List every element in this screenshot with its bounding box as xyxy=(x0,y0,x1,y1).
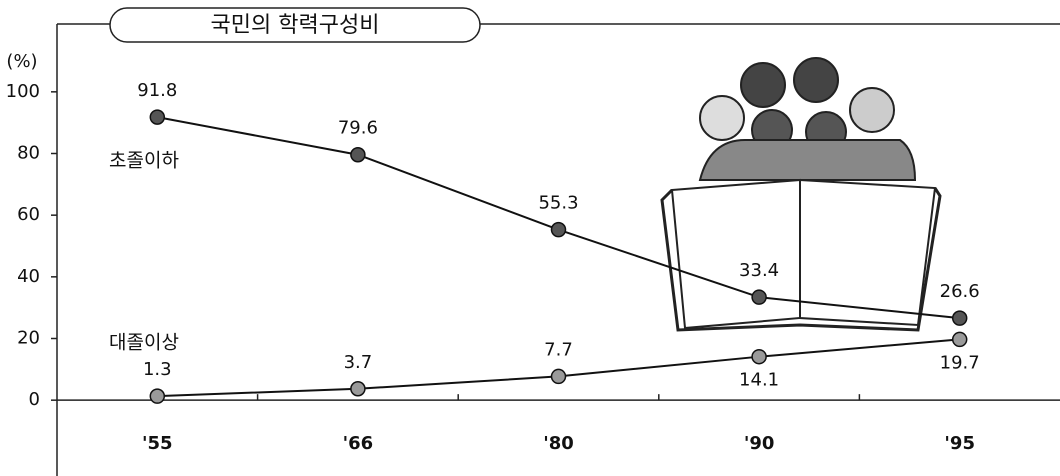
point xyxy=(350,146,366,163)
series-label: 대졸이상 xyxy=(109,332,179,354)
x-tick-label: '95 xyxy=(944,433,975,454)
point xyxy=(751,289,767,305)
title-box xyxy=(109,7,481,43)
y-tick-label: 20 xyxy=(17,328,40,349)
point xyxy=(751,348,767,365)
y-tick-label: 0 xyxy=(29,389,40,410)
point xyxy=(951,310,968,326)
illustration xyxy=(660,57,942,332)
series-label: 초졸이하 xyxy=(109,150,179,172)
point xyxy=(149,109,166,125)
value-label: 26.6 xyxy=(940,281,980,302)
value-label: 33.4 xyxy=(739,260,779,281)
value-label: 79.6 xyxy=(338,118,378,139)
x-tick-label: '66 xyxy=(343,433,374,454)
y-tick-label: 40 xyxy=(17,266,40,287)
value-label: 91.8 xyxy=(137,80,177,101)
point xyxy=(149,388,166,404)
y-axis-label: (%) xyxy=(6,51,37,72)
value-label: 3.7 xyxy=(344,352,373,373)
x-tick-label: '80 xyxy=(543,433,574,454)
value-label: 14.1 xyxy=(739,370,779,391)
value-label: 7.7 xyxy=(544,339,573,360)
point xyxy=(350,381,366,397)
value-label: 55.3 xyxy=(538,193,578,214)
point xyxy=(550,368,567,385)
y-tick-label: 60 xyxy=(17,204,40,225)
point xyxy=(550,221,567,238)
value-label: 19.7 xyxy=(940,352,980,373)
y-tick-label: 100 xyxy=(6,81,40,102)
chart-title: 국민의 학력구성비 xyxy=(211,13,380,38)
y-tick-label: 80 xyxy=(17,143,40,164)
value-label: 1.3 xyxy=(143,359,172,380)
x-tick-label: '90 xyxy=(744,433,775,454)
x-tick-label: '55 xyxy=(142,433,173,454)
point xyxy=(951,331,968,348)
